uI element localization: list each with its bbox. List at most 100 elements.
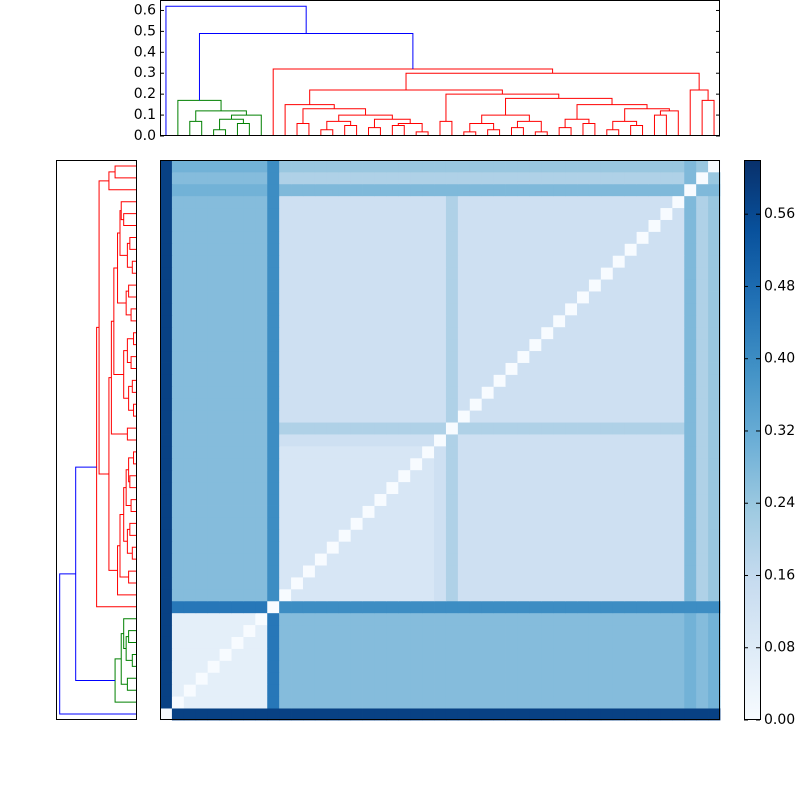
heatmap-cell: [660, 553, 673, 566]
dendrogram-link: [130, 499, 136, 512]
heatmap-cell: [410, 469, 423, 483]
heatmap-cell: [684, 541, 697, 554]
heatmap-cell: [648, 577, 661, 590]
heatmap-cell: [612, 231, 626, 244]
heatmap-cell: [529, 195, 542, 209]
heatmap-cell: [660, 338, 673, 352]
heatmap-cell: [588, 410, 602, 423]
heatmap-cell: [684, 255, 697, 268]
heatmap-cell: [648, 374, 661, 387]
heatmap-cell: [207, 279, 220, 292]
heatmap-cell: [231, 160, 244, 173]
heatmap-cell: [398, 684, 411, 697]
heatmap-cell: [291, 636, 304, 649]
heatmap-cell: [410, 398, 423, 411]
heatmap-cell: [302, 386, 316, 399]
heatmap-cell: [469, 267, 483, 280]
heatmap-cell: [457, 386, 471, 399]
heatmap-cell: [410, 243, 423, 256]
heatmap-cell: [362, 577, 375, 590]
heatmap-cell: [302, 469, 316, 483]
heatmap-cell: [565, 648, 578, 661]
heatmap-cell: [708, 362, 721, 375]
heatmap-cell: [350, 493, 363, 506]
heatmap-cell: [338, 696, 352, 709]
heatmap-cell: [374, 160, 387, 173]
heatmap-cell: [326, 302, 340, 316]
heatmap-cell: [505, 314, 518, 328]
heatmap-cell: [374, 565, 387, 578]
heatmap-cell: [684, 183, 697, 197]
heatmap-cell: [517, 434, 530, 447]
heatmap-cell: [410, 553, 423, 566]
heatmap-cell: [672, 231, 685, 244]
heatmap-cell: [350, 434, 363, 447]
heatmap-cell: [326, 469, 340, 483]
heatmap-cell: [231, 517, 244, 530]
heatmap-cell: [255, 684, 268, 697]
heatmap-cell: [684, 160, 697, 173]
heatmap-cell: [231, 207, 244, 220]
heatmap-cell: [541, 207, 554, 220]
heatmap-cell: [183, 422, 197, 435]
heatmap-cell: [553, 422, 566, 435]
heatmap-cell: [434, 350, 447, 363]
heatmap-cell: [243, 457, 256, 471]
heatmap-cell: [588, 529, 602, 542]
heatmap-cell: [684, 362, 697, 375]
heatmap-cell: [195, 350, 209, 363]
heatmap-cell: [195, 231, 209, 244]
heatmap-cell: [160, 541, 173, 554]
heatmap-cell: [541, 422, 554, 435]
heatmap-cell: [517, 457, 530, 471]
heatmap-cell: [231, 696, 244, 709]
heatmap-cell: [529, 457, 542, 471]
heatmap-cell: [338, 529, 352, 542]
heatmap-cell: [386, 338, 399, 352]
heatmap-cell: [207, 195, 220, 209]
heatmap-cell: [374, 183, 387, 197]
heatmap-cell: [160, 314, 173, 328]
heatmap-cell: [410, 457, 423, 471]
dendrogram-link: [576, 104, 648, 120]
heatmap-cell: [279, 434, 292, 447]
heatmap-cell: [588, 207, 602, 220]
heatmap-cell: [648, 207, 661, 220]
heatmap-cell: [291, 457, 304, 471]
heatmap-cell: [291, 171, 304, 185]
heatmap-cell: [457, 541, 471, 554]
heatmap-cell: [541, 493, 554, 506]
heatmap-cell: [577, 171, 590, 185]
heatmap-cell: [195, 160, 209, 173]
heatmap-cell: [195, 422, 209, 435]
heatmap-cell: [672, 350, 685, 363]
heatmap-cell: [219, 648, 232, 661]
heatmap-cell: [445, 696, 459, 709]
heatmap-cell: [326, 624, 340, 637]
heatmap-cell: [481, 434, 495, 447]
heatmap-cell: [350, 410, 363, 423]
heatmap-cell: [267, 624, 280, 637]
heatmap-cell: [696, 481, 709, 495]
heatmap-cell: [624, 469, 637, 483]
heatmap-cell: [577, 648, 590, 661]
heatmap-cell: [195, 469, 209, 483]
heatmap-cell: [684, 434, 697, 447]
heatmap-cell: [648, 302, 661, 316]
heatmap-cell: [636, 612, 649, 626]
heatmap-cell: [374, 445, 387, 459]
heatmap-cell: [481, 612, 495, 626]
heatmap-cell: [255, 267, 268, 280]
heatmap-cell: [457, 553, 471, 566]
heatmap-cell: [600, 291, 614, 304]
heatmap-cell: [422, 529, 435, 542]
heatmap-cell: [565, 302, 578, 316]
heatmap-cell: [314, 207, 328, 220]
heatmap-cell: [291, 517, 304, 530]
heatmap-cell: [553, 350, 566, 363]
heatmap-cell: [588, 565, 602, 578]
heatmap-cell: [553, 660, 566, 673]
heatmap-cell: [612, 600, 626, 614]
heatmap-cell: [553, 243, 566, 256]
heatmap-cell: [422, 553, 435, 566]
